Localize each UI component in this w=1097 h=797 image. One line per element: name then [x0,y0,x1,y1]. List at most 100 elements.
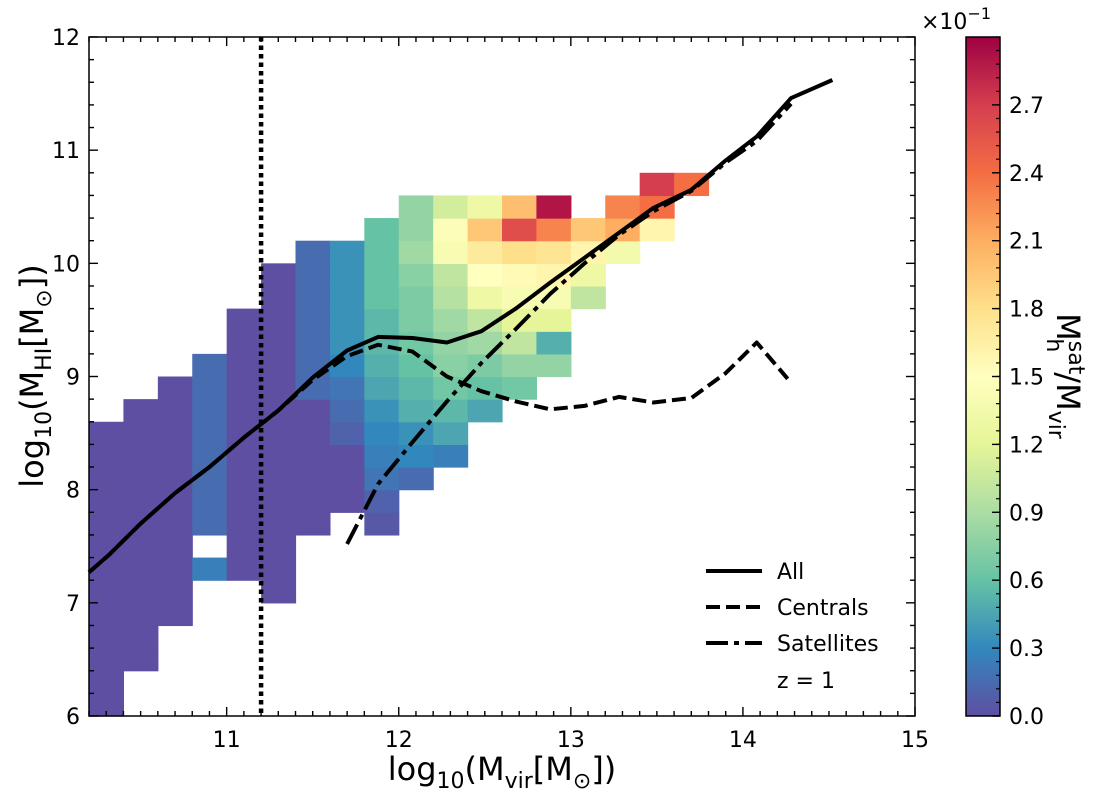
heatmap-cell [536,353,572,378]
y-axis-label-suffix: ]) [13,264,51,289]
heatmap-cell [398,285,434,310]
colorbar-tick-label: 2.1 [1009,230,1044,255]
heatmap-cell [157,512,193,536]
heatmap-cell [605,240,641,264]
heatmap-cell [123,648,159,672]
legend: All Centrals Satellites z = 1 [706,560,879,694]
heatmap-cell [295,512,331,536]
heatmap-cell [433,263,469,287]
heatmap-cell [192,467,228,491]
heatmap-cell [364,376,400,400]
heatmap-cell [157,580,193,604]
heatmap-cell [433,353,469,378]
heatmap-cell [467,285,503,310]
colorbar-tick-label: 0.6 [1009,569,1044,594]
heatmap-cell [226,444,262,468]
heatmap-cell [89,648,125,672]
heatmap-cell [502,263,538,287]
heatmap-cell [261,421,297,445]
heatmap-cell [226,467,262,491]
heatmap-cell [123,489,159,513]
heatmap-cell [295,444,331,468]
heatmap-cell [295,308,331,332]
heatmap-cell [226,489,262,513]
heatmap-cell [261,308,297,332]
x-axis-label-suffix: ]) [591,750,616,788]
heatmap-cell [467,195,503,219]
heatmap-cell [89,670,125,694]
heatmap-cell [123,399,159,423]
y-tick-label: 8 [66,479,80,504]
heatmap-cell [261,444,297,468]
heatmap-cell [398,331,434,355]
heatmap-cell [89,489,125,513]
y-tick-label: 6 [66,705,80,730]
heatmap-cell [226,376,262,400]
heatmap-cell [570,285,606,310]
heatmap-cell [261,489,297,513]
colorbar-tick-label: 2.7 [1009,94,1044,119]
heatmap-cell [364,263,400,287]
legend-all-label: All [777,560,804,585]
heatmap-cell [502,353,538,378]
heatmap-cell [364,308,400,332]
heatmap-cell [536,308,572,332]
heatmap-cell [123,602,159,627]
heatmap-cell [226,557,262,581]
heatmap-cell [364,421,400,445]
heatmap-cell [157,602,193,627]
colorbar-label-rest: /M [1049,372,1087,410]
heatmap-cell [295,331,331,355]
heatmap-cell [536,195,572,219]
heatmap-layer [89,172,710,717]
heatmap-cell [295,263,331,287]
heatmap-cell [364,218,400,242]
heatmap-cell [502,285,538,310]
heatmap-cell [226,353,262,378]
heatmap-cell [364,285,400,310]
colorbar-tick-label: 0.9 [1009,501,1044,526]
heatmap-cell [89,602,125,627]
heatmap-cell [639,218,675,242]
heatmap-cell [433,285,469,310]
heatmap-cell [157,489,193,513]
colorbar-label-rest-sub: vir [1043,411,1068,440]
y-axis-label-mid: (M [13,371,51,411]
heatmap-cell [192,399,228,423]
heatmap-cell [89,512,125,536]
heatmap-cell [433,444,469,468]
heatmap-cell [570,218,606,242]
heatmap-cell [605,195,641,219]
heatmap-cell [295,285,331,310]
heatmap-cell [261,534,297,559]
heatmap-cell [226,512,262,536]
heatmap-cell [123,467,159,491]
y-tick-label: 7 [66,592,80,617]
heatmap-cell [398,308,434,332]
heatmap-cell [398,195,434,219]
heatmap-cell [329,263,365,287]
y-tick-label: 11 [52,139,80,164]
heatmap-cell [364,240,400,264]
legend-centrals-label: Centrals [777,596,869,621]
colorbar-label: Msath/Mvir [1041,313,1088,440]
heatmap-cell [467,376,503,400]
heatmap-cell [364,353,400,378]
heatmap-cell [329,489,365,513]
heatmap-cell [502,195,538,219]
heatmap-cell [295,399,331,423]
x-tick-label: 13 [557,728,585,753]
y-tick-label: 9 [66,366,80,391]
y-axis-label: log10(MHI[M⊙]) [13,264,57,487]
heatmap-cell [502,240,538,264]
x-tick-label: 14 [729,728,757,753]
heatmap-cell [467,240,503,264]
legend-satellites-label: Satellites [777,632,879,657]
heatmap-cell [433,308,469,332]
colorbar-tick-label: 1.2 [1009,433,1044,458]
colorbar-label-main: M [1049,313,1087,341]
heatmap-cell [261,263,297,287]
heatmap-cell [261,557,297,581]
colorbar-tick-label: 1.8 [1009,298,1044,323]
